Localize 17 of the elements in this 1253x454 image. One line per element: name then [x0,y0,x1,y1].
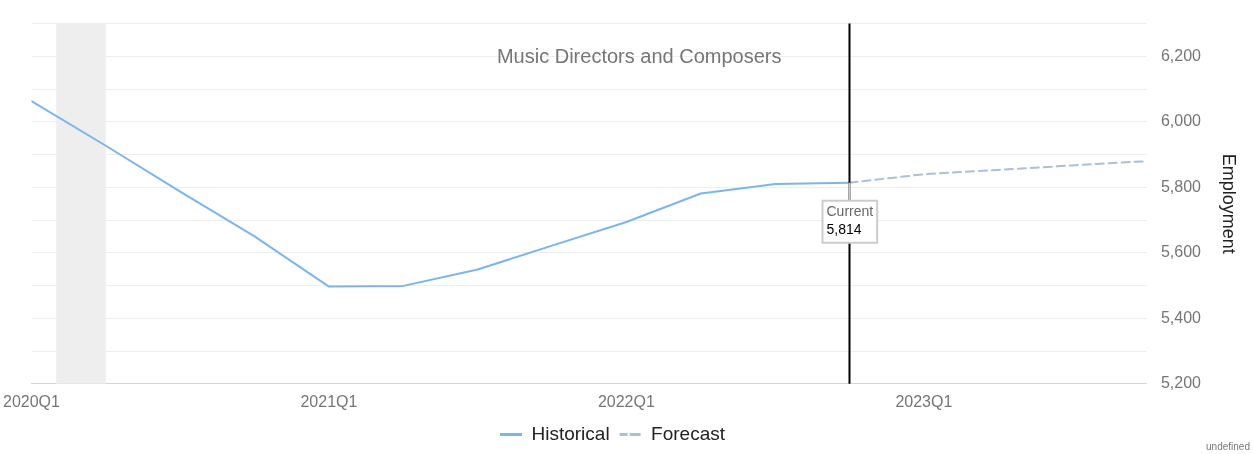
y-tick-label: 6,000 [1160,112,1202,130]
y-tick-label: 5,800 [1160,177,1202,195]
text: undefined [1206,440,1250,452]
x-tick-label: 2023Q1 [895,392,953,410]
x-tick-label: 2020Q1 [3,392,61,410]
y-tick-label: 5,400 [1160,308,1202,326]
x-tick-label: 2021Q1 [300,392,358,410]
y-tick-label: 6,200 [1160,46,1202,64]
legend-label: Historical [531,422,610,444]
y-axis-title: Employment [1219,153,1240,254]
line-series [848,160,1147,184]
legend-label: Forecast [651,422,726,444]
y-tick-label: 5,600 [1160,243,1202,261]
annotation: Current 5,814 [826,202,874,237]
x-tick-label: 2022Q1 [597,392,655,410]
text: Music Directors and Composers [496,45,782,68]
y-tick-label: 5,200 [1160,374,1202,392]
